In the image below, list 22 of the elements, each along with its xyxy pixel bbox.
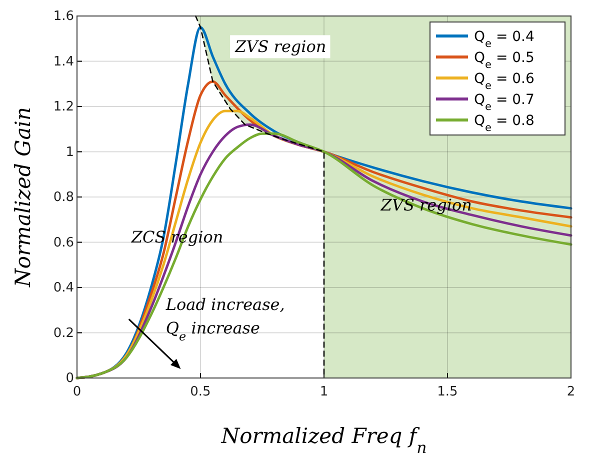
annotation: ZVS region xyxy=(234,37,326,56)
x-tick-label: 1 xyxy=(320,384,328,400)
y-tick-label: 1.4 xyxy=(53,54,74,70)
y-tick-label: 0 xyxy=(66,371,74,386)
legend-label: Q$_{e}$ = 0.8 xyxy=(474,113,534,134)
y-tick-label: 0.4 xyxy=(53,280,74,296)
y-tick-label: 0.8 xyxy=(53,190,74,206)
legend-label: Q$_{e}$ = 0.6 xyxy=(474,71,534,92)
y-tick-label: 1.6 xyxy=(53,9,74,24)
x-tick-label: 2 xyxy=(566,384,576,400)
legend-label: Q$_{e}$ = 0.5 xyxy=(474,50,534,71)
y-tick-label: 1 xyxy=(66,144,74,160)
y-tick-label: 0.2 xyxy=(53,326,74,341)
annotation: Load increase, Q$_{e}$ increase xyxy=(164,295,285,344)
x-tick-label: 0.5 xyxy=(190,384,211,400)
legend-label: Q$_{e}$ = 0.7 xyxy=(474,92,534,113)
legend-label: Q$_{e}$ = 0.4 xyxy=(474,29,534,50)
y-axis-title: Normalized Gain xyxy=(11,106,35,288)
x-tick-label: 1.5 xyxy=(437,384,458,400)
y-tick-label: 1.2 xyxy=(53,100,74,115)
x-axis-title: Normalized Freq f$_{n}$ xyxy=(220,424,427,453)
y-tick-label: 0.6 xyxy=(53,235,74,250)
